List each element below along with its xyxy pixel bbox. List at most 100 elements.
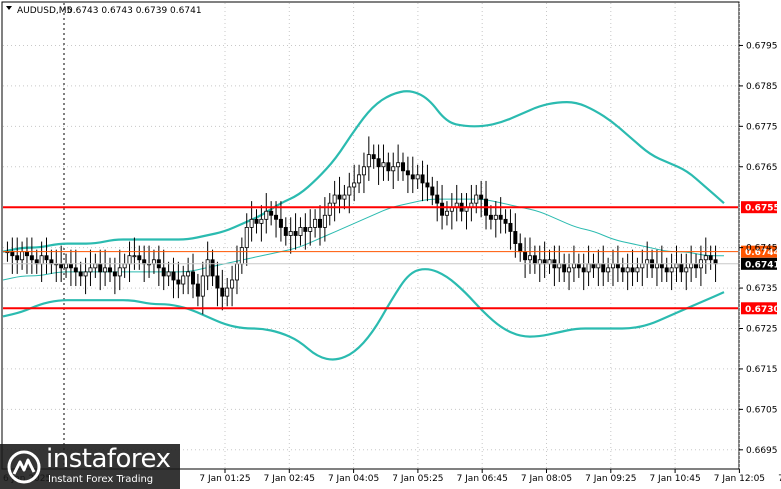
candle-body xyxy=(64,263,69,269)
bollinger-bands xyxy=(2,90,725,361)
candle-body xyxy=(611,263,616,269)
candle-body xyxy=(669,267,674,273)
time-tick-label: 7 Jan 06:45 xyxy=(457,474,508,484)
candle-body xyxy=(567,267,572,273)
dropdown-arrow-icon[interactable] xyxy=(6,6,12,10)
candle-body xyxy=(630,267,635,273)
candle-body xyxy=(435,194,440,204)
candle-body xyxy=(93,263,98,269)
candle-body xyxy=(635,267,640,273)
candle-body xyxy=(513,231,518,244)
candle-body xyxy=(664,267,669,273)
candle-body xyxy=(488,214,493,220)
candle-body xyxy=(581,267,586,273)
candle-body xyxy=(186,271,191,277)
candle-body xyxy=(713,259,718,265)
candle-body xyxy=(371,154,376,160)
candle-body xyxy=(674,263,679,269)
candle-body xyxy=(537,259,542,265)
candle-body xyxy=(532,255,537,265)
instaforex-logo: instaforex Instant Forex Trading xyxy=(0,444,180,489)
candle-body xyxy=(659,263,664,269)
time-tick-label: 7 Jan 05:25 xyxy=(392,474,443,484)
candle-body xyxy=(444,210,449,216)
candle-body xyxy=(161,267,166,277)
time-tick-label: 7 Jan 13:25 xyxy=(778,474,781,484)
time-tick-label: 7 Jan 10:45 xyxy=(649,474,700,484)
candle-body xyxy=(440,202,445,216)
candle-body xyxy=(376,158,381,168)
candle-body xyxy=(615,263,620,269)
candle-body xyxy=(29,255,34,261)
candle-body xyxy=(151,259,156,265)
candle-body xyxy=(191,271,196,285)
candle-body xyxy=(220,287,225,297)
candle-body xyxy=(176,279,181,285)
candle-body xyxy=(591,263,596,269)
time-tick-label: 7 Jan 08:05 xyxy=(521,474,572,484)
candle-body xyxy=(83,271,88,277)
candle-body xyxy=(181,275,186,285)
candle-body xyxy=(708,255,713,261)
candle-body xyxy=(249,218,254,228)
candle-body xyxy=(205,259,210,277)
candle-body xyxy=(137,255,142,261)
candle-body xyxy=(361,166,366,176)
price-level-tag xyxy=(741,201,777,214)
candle-body xyxy=(254,218,259,224)
price-tick-label: 0.6705 xyxy=(746,405,778,415)
time-tick-label: 7 Jan 02:45 xyxy=(264,474,315,484)
candle-body xyxy=(132,255,137,258)
candle-body xyxy=(195,283,200,297)
candle-body xyxy=(493,214,498,220)
price-tick-label: 0.6775 xyxy=(746,122,778,132)
candle-body xyxy=(694,263,699,269)
candle-body xyxy=(117,267,122,277)
bollinger-upper-line xyxy=(2,90,725,253)
candle-body xyxy=(420,174,425,184)
candle-body xyxy=(332,194,337,204)
price-axis[interactable]: 0.6795 0.6785 0.6775 0.6765 0.6745 0.6735 0.67… xyxy=(739,41,778,456)
candle-body xyxy=(410,174,415,180)
candle-body xyxy=(689,263,694,269)
candle-body xyxy=(327,202,332,216)
candle-body xyxy=(239,247,244,265)
grid xyxy=(3,3,740,468)
candle-body xyxy=(44,255,49,261)
candle-body xyxy=(88,267,93,273)
candle-body xyxy=(171,271,176,281)
candle-body xyxy=(59,263,64,269)
candle-body xyxy=(625,267,630,273)
price-tick-label: 0.6695 xyxy=(746,446,778,456)
candle-body xyxy=(49,259,54,265)
price-tick-label: 0.6745 xyxy=(746,244,778,254)
candle-body xyxy=(264,210,269,220)
candle-body xyxy=(230,279,235,289)
candle-body xyxy=(518,243,523,253)
candle-body xyxy=(547,259,552,265)
candle-body xyxy=(317,218,322,228)
price-tick-label: 0.6795 xyxy=(746,41,778,51)
candle-body xyxy=(269,210,274,216)
price-tick-label: 0.6785 xyxy=(746,82,778,92)
price-level-tag-label: 0.6744 xyxy=(745,248,780,258)
candle-body xyxy=(98,263,103,273)
price-level-tag xyxy=(741,302,777,315)
candle-body xyxy=(24,251,29,257)
candle-body xyxy=(474,194,479,204)
candle-body xyxy=(10,251,15,257)
candle-body xyxy=(127,255,132,265)
candle-body xyxy=(225,287,230,297)
logo-tagline: Instant Forex Trading xyxy=(48,474,154,485)
candle-body xyxy=(640,263,645,269)
candle-body xyxy=(503,218,508,224)
candle-body xyxy=(620,267,625,273)
candle-body xyxy=(244,227,249,249)
candle-body xyxy=(679,263,684,273)
candle-body xyxy=(39,255,44,265)
candle-body xyxy=(654,263,659,269)
time-tick-label: 7 Jan 01:25 xyxy=(199,474,250,484)
candle-body xyxy=(15,255,20,261)
